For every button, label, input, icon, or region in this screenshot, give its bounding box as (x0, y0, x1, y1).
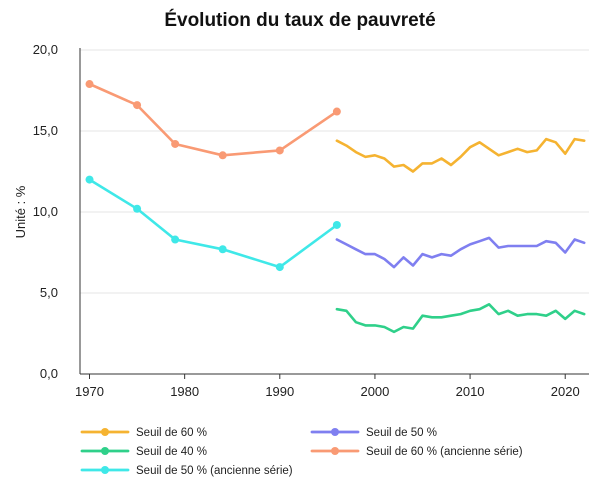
data-point (133, 101, 142, 110)
legend-label: Seuil de 40 % (136, 446, 207, 458)
legend-item[interactable]: Seuil de 50 % (310, 427, 437, 439)
data-point (218, 151, 227, 160)
data-point (85, 80, 94, 89)
series-line (335, 302, 586, 334)
x-tick-label: 1990 (265, 384, 294, 399)
series-line (335, 236, 586, 269)
series-layer (85, 80, 586, 334)
data-point (332, 107, 341, 116)
grid (80, 49, 589, 294)
data-point (275, 263, 284, 272)
data-point (85, 175, 94, 184)
x-tick-label: 1970 (75, 384, 104, 399)
y-tick-label: 0,0 (40, 366, 58, 381)
x-tick-label: 2010 (456, 384, 485, 399)
data-point (171, 139, 180, 148)
legend-item[interactable]: Seuil de 60 % (80, 427, 207, 439)
data-point (218, 245, 227, 254)
legend-item[interactable]: Seuil de 40 % (80, 446, 207, 458)
series-1 (335, 137, 586, 173)
data-point (275, 146, 284, 155)
legend-item[interactable]: Seuil de 50 % (ancienne série) (80, 465, 293, 477)
legend-label: Seuil de 50 % (366, 427, 437, 439)
legend-label: Seuil de 60 % (ancienne série) (366, 446, 523, 458)
x-tick-label: 1980 (170, 384, 199, 399)
x-tick-label: 2000 (360, 384, 389, 399)
data-point (171, 235, 180, 244)
series-5 (85, 175, 341, 272)
series-line (88, 82, 339, 157)
x-tick-label: 2020 (551, 384, 580, 399)
legend-label: Seuil de 50 % (ancienne série) (136, 465, 293, 477)
data-point (332, 220, 341, 229)
legend-swatch-marker (101, 447, 109, 455)
y-tick-label: 5,0 (40, 285, 58, 300)
axes: 0,0 5,0 10,0 15,0 20,0 1970 1980 1990 2000 2010 20… (33, 42, 589, 399)
legend-swatch-marker (331, 447, 339, 455)
legend-swatch-marker (101, 428, 109, 436)
series-line (88, 178, 339, 269)
chart-title: Évolution du taux de pauvreté (164, 9, 435, 31)
legend-swatch-marker (101, 466, 109, 474)
series-2 (335, 236, 586, 269)
legend-swatch-marker (331, 428, 339, 436)
series-line (335, 137, 586, 173)
series-4 (85, 80, 341, 160)
y-tick-label: 20,0 (33, 42, 58, 57)
y-tick-label: 15,0 (33, 123, 58, 138)
y-axis-title: Unité : % (13, 185, 28, 238)
legend-item[interactable]: Seuil de 60 % (ancienne série) (310, 446, 523, 458)
legend[interactable]: Seuil de 60 % Seuil de 50 % Seuil de 40 % S… (80, 427, 523, 477)
legend-label: Seuil de 60 % (136, 427, 207, 439)
data-point (133, 204, 142, 213)
series-3 (335, 302, 586, 334)
y-tick-label: 10,0 (33, 204, 58, 219)
